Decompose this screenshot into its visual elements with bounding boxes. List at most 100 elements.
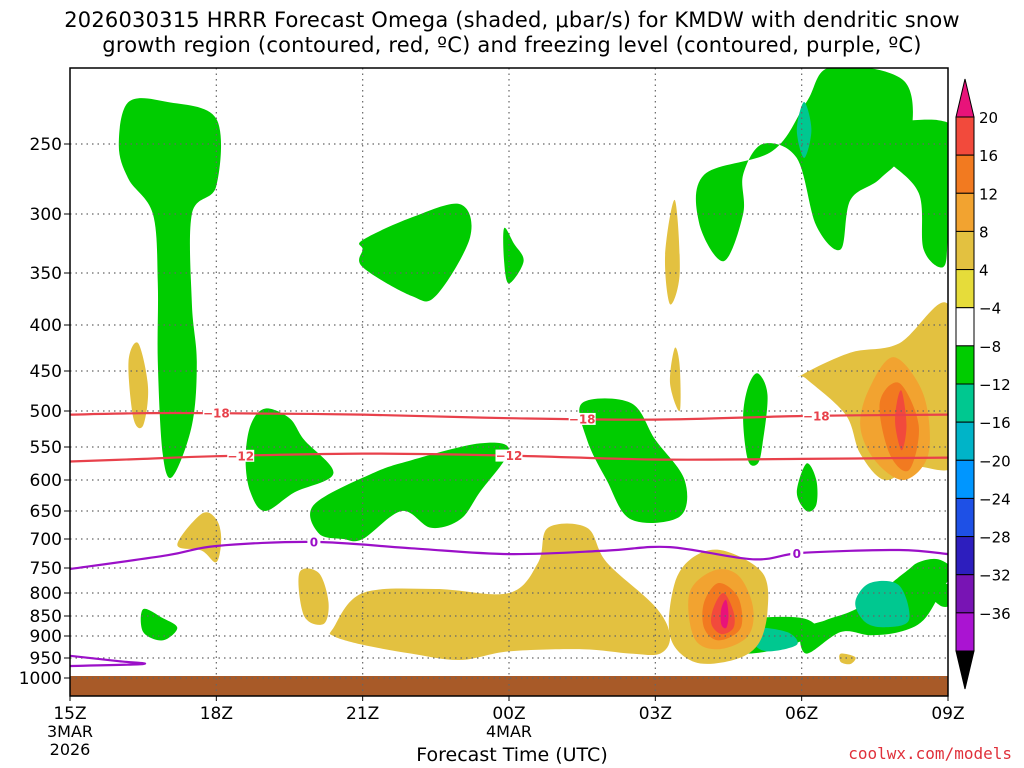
x-tick-label: 18Z — [200, 704, 233, 724]
x-tick-sublabel: 3MAR — [47, 722, 93, 741]
y-tick-label: 450 — [30, 362, 62, 382]
omega-region-green-lower-left — [140, 608, 178, 641]
contour-freezing-level-sfc — [70, 654, 147, 668]
colorbar-swatch — [955, 345, 975, 385]
omega-region-green-mid-left — [245, 408, 334, 511]
colorbar-bottom-arrow — [955, 650, 975, 690]
x-tick-label: 03Z — [639, 704, 672, 724]
colorbar-label: −32 — [979, 567, 1011, 585]
colorbar-label: −24 — [979, 490, 1011, 508]
x-tick-label: 06Z — [785, 704, 818, 724]
x-tick-sublabel: 4MAR — [486, 722, 532, 741]
omega-region-green-upper-right — [695, 68, 913, 262]
contour-label-freezing-level: 0 — [310, 535, 318, 549]
chart-title-line-1: 2026030315 HRRR Forecast Omega (shaded, … — [64, 8, 960, 32]
x-tick-label: 21Z — [346, 704, 379, 724]
omega-region-green-tiny-06z — [796, 463, 818, 512]
contour-dgz-minus-18 — [70, 411, 948, 421]
omega-region-green-upper-mid — [359, 203, 472, 302]
contour-label-dgz-minus-12: −12 — [496, 449, 523, 463]
omega-region-green-upper-left — [118, 98, 222, 478]
contour-label-bg — [790, 547, 804, 560]
omega-region-green-far-right — [922, 582, 948, 608]
contour-label-dgz-minus-18: −18 — [803, 409, 830, 423]
colorbar-swatch — [955, 116, 975, 156]
colorbar-swatch — [955, 154, 975, 194]
colorbar-label: −28 — [979, 529, 1011, 547]
colorbar-label: −12 — [979, 376, 1011, 394]
y-tick-label: 800 — [30, 584, 62, 604]
omega-region-green-mid-right — [579, 398, 688, 523]
colorbar-swatch — [955, 536, 975, 576]
omega-region-green-upper-right-b — [858, 119, 948, 268]
chart-title-line-2: growth region (contoured, red, ºC) and f… — [102, 33, 922, 57]
omega-region-yellow-mid-left — [177, 512, 222, 563]
omega-region-yellow-mid-right — [669, 347, 681, 412]
x-tick-sublabel: 2026 — [50, 740, 91, 759]
contour-label-dgz-minus-12: −12 — [227, 449, 254, 463]
colorbar-swatch — [955, 421, 975, 461]
omega-region-green-mid-band — [310, 442, 509, 542]
omega-region-red-right-cell — [895, 390, 907, 451]
contour-label-dgz-minus-18: −18 — [569, 412, 596, 426]
colorbar-swatch — [955, 230, 975, 271]
contour-label-bg — [307, 535, 321, 548]
colorbar-label: 4 — [979, 262, 989, 280]
y-tick-label: 600 — [30, 471, 62, 491]
x-tick-label: 09Z — [931, 704, 964, 724]
omega-region-yellow-far-right-mid — [942, 425, 948, 453]
y-tick-label: 900 — [30, 627, 62, 647]
colorbar-label: 16 — [979, 147, 998, 165]
y-tick-label: 700 — [30, 530, 62, 550]
colorbar-label: 8 — [979, 223, 989, 241]
y-tick-label: 650 — [30, 502, 62, 522]
omega-region-yellow-lower-left — [298, 568, 329, 625]
y-tick-label: 500 — [30, 402, 62, 422]
y-tick-label: 250 — [30, 135, 62, 155]
colorbar-swatch — [955, 383, 975, 423]
y-tick-label: 550 — [30, 438, 62, 458]
contour-label-bg — [202, 407, 230, 420]
colorbar-label: −8 — [979, 338, 1001, 356]
omega-region-magenta-03z-core — [720, 599, 729, 629]
y-tick-label: 950 — [30, 649, 62, 669]
y-tick-label: 300 — [30, 205, 62, 225]
y-tick-label: 400 — [30, 316, 62, 336]
colorbar-label: −16 — [979, 414, 1011, 432]
colorbar-label: −36 — [979, 605, 1011, 623]
colorbar-top-arrow — [955, 78, 975, 118]
colorbar-swatch — [955, 612, 975, 652]
omega-region-green-small-0z — [503, 227, 524, 284]
colorbar-label: −20 — [979, 452, 1011, 470]
y-tick-label: 1000 — [19, 669, 62, 689]
colorbar-swatch — [955, 497, 975, 538]
colorbar-label: 12 — [979, 185, 998, 203]
contour-label-bg — [568, 412, 596, 425]
colorbar-swatch — [955, 307, 975, 347]
x-tick-label: 15Z — [53, 704, 86, 724]
omega-region-yellow-upper-left — [128, 342, 149, 429]
x-tick-label: 00Z — [492, 704, 525, 724]
omega-region-yellow-tiny-06z — [839, 653, 856, 665]
omega-region-yellow-sfc-band — [329, 523, 671, 661]
ground-surface — [70, 676, 948, 696]
omega-region-green-mid-right-small — [743, 373, 768, 466]
colorbar-swatch — [955, 269, 975, 309]
y-tick-label: 350 — [30, 264, 62, 284]
contour-label-bg — [495, 449, 523, 462]
omega-region-yellow-upper-mid — [664, 199, 680, 305]
colorbar-label: 20 — [979, 109, 998, 127]
colorbar-swatch — [955, 459, 975, 499]
contour-label-freezing-level: 0 — [793, 547, 801, 561]
contour-label-bg — [802, 409, 830, 422]
contour-label-bg — [227, 449, 255, 462]
colorbar-swatch — [955, 574, 975, 614]
contour-dgz-minus-12 — [70, 452, 948, 463]
y-tick-label: 850 — [30, 607, 62, 627]
x-axis-title: Forecast Time (UTC) — [416, 744, 608, 766]
y-tick-label: 750 — [30, 559, 62, 579]
colorbar-swatch — [955, 192, 975, 232]
credit-link[interactable]: coolwx.com/models — [848, 744, 1012, 763]
colorbar-label: −4 — [979, 300, 1001, 318]
